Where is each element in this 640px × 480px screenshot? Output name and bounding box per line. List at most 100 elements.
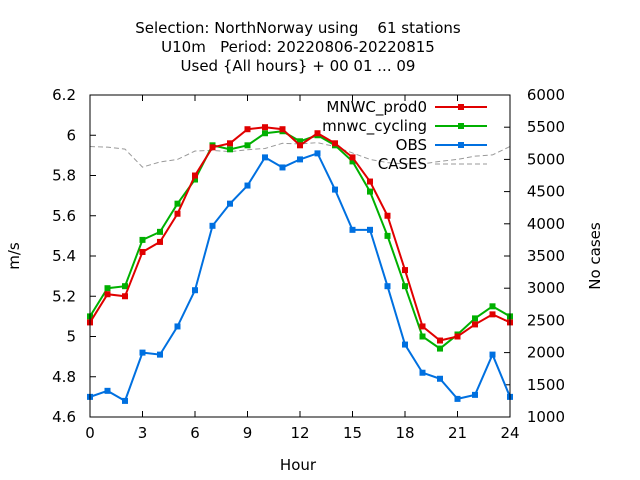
y-tick-label: 4.6: [52, 408, 76, 426]
data-point-mnwc-cycling: [367, 188, 373, 195]
data-point-obs: [402, 341, 408, 348]
data-point-mnwc-prod0: [349, 154, 356, 161]
y-tick-label: 6.2: [52, 86, 76, 104]
data-point-mnwc-prod0: [314, 130, 321, 137]
data-point-obs: [122, 397, 128, 404]
data-point-mnwc-prod0: [332, 140, 338, 147]
data-point-mnwc-prod0: [157, 238, 163, 245]
data-point-mnwc-prod0: [472, 321, 478, 328]
y-tick-label: 5.6: [52, 207, 76, 225]
y2-tick-label: 4500: [527, 183, 565, 201]
legend-marker-mnwc-prod0: [458, 104, 464, 110]
x-tick-label: 3: [138, 424, 148, 442]
y-tick-label: 5: [66, 328, 76, 346]
y2-tick-label: 1500: [527, 376, 565, 394]
data-point-obs: [174, 323, 181, 330]
data-point-mnwc-cycling: [244, 142, 251, 149]
chart-title-line-1: Selection: NorthNorway using 61 stations: [135, 19, 461, 37]
data-point-mnwc-prod0: [384, 212, 391, 219]
data-point-obs: [384, 283, 391, 290]
data-point-mnwc-cycling: [384, 232, 391, 239]
x-tick-label: 0: [85, 424, 95, 442]
plot-frame: [89, 94, 511, 418]
y2-tick-label: 5500: [527, 118, 565, 136]
data-point-mnwc-prod0: [227, 140, 233, 147]
y2-tick-label: 4000: [527, 215, 565, 233]
data-point-mnwc-prod0: [192, 172, 198, 179]
data-point-mnwc-cycling: [437, 345, 443, 352]
y2-axis-label: No cases: [586, 222, 604, 290]
y2-tick-label: 3500: [527, 247, 565, 265]
chart-title-line-3: Used {All hours} + 00 01 ... 09: [181, 57, 416, 75]
legend-label-obs: OBS: [396, 136, 427, 154]
series-line-cases: [89, 142, 511, 168]
data-point-mnwc-cycling: [419, 333, 426, 340]
y2-tick-label: 3000: [527, 279, 565, 297]
data-point-mnwc-cycling: [122, 283, 128, 290]
x-tick-label: 18: [395, 424, 414, 442]
data-point-obs: [314, 150, 321, 157]
chart-title-line-2: U10m Period: 20220806-20220815: [161, 38, 435, 56]
x-tick-label: 15: [343, 424, 362, 442]
data-point-obs: [157, 351, 163, 358]
data-point-mnwc-cycling: [349, 158, 356, 165]
y-tick-label: 5.2: [52, 287, 76, 305]
data-point-mnwc-prod0: [244, 126, 251, 133]
data-point-obs: [209, 222, 216, 229]
data-point-obs: [227, 200, 233, 207]
data-point-mnwc-prod0: [122, 293, 128, 300]
data-point-mnwc-cycling: [104, 285, 111, 292]
y2-tick-label: 2000: [527, 344, 565, 362]
x-tick-label: 21: [448, 424, 467, 442]
data-point-obs: [332, 186, 338, 193]
data-point-obs: [367, 226, 373, 233]
x-axis-label: Hour: [280, 456, 317, 474]
data-point-mnwc-prod0: [297, 142, 303, 149]
y-tick-label: 6: [66, 126, 76, 144]
data-point-mnwc-prod0: [489, 311, 496, 318]
legend-label-mnwc-cycling: mnwc_cycling: [322, 117, 427, 136]
data-point-mnwc-cycling: [489, 303, 496, 310]
data-point-mnwc-prod0: [454, 333, 461, 340]
x-tick-label: 12: [290, 424, 309, 442]
data-point-obs: [472, 391, 478, 398]
data-point-mnwc-cycling: [157, 228, 163, 235]
data-point-mnwc-prod0: [279, 126, 286, 133]
data-point-mnwc-prod0: [139, 248, 146, 255]
y2-tick-label: 5000: [527, 150, 565, 168]
legend-marker-obs: [458, 142, 464, 148]
data-point-mnwc-prod0: [367, 178, 373, 185]
series-cases: [89, 142, 511, 168]
x-tick-label: 6: [190, 424, 200, 442]
data-point-mnwc-prod0: [174, 210, 181, 217]
data-point-obs: [437, 375, 443, 382]
data-point-obs: [192, 287, 198, 294]
y2-tick-label: 1000: [527, 408, 565, 426]
y-axis-label: m/s: [5, 242, 23, 270]
x-tick-label: 24: [500, 424, 519, 442]
data-point-mnwc-cycling: [139, 236, 146, 243]
data-point-obs: [279, 164, 286, 171]
data-point-mnwc-prod0: [209, 144, 216, 151]
y-tick-label: 4.8: [52, 368, 76, 386]
y2-tick-label: 6000: [527, 86, 565, 104]
data-point-mnwc-prod0: [262, 124, 268, 131]
data-point-obs: [297, 156, 303, 163]
data-point-mnwc-cycling: [297, 138, 303, 145]
data-point-mnwc-cycling: [262, 130, 268, 137]
legend-label-cases: CASES: [378, 155, 427, 173]
data-point-obs: [262, 154, 268, 161]
y-tick-label: 5.4: [52, 247, 76, 265]
data-point-mnwc-cycling: [402, 283, 408, 290]
legend-label-mnwc-prod0: MNWC_prod0: [326, 98, 427, 117]
x-tick-label: 9: [243, 424, 253, 442]
y-tick-label: 5.8: [52, 167, 76, 185]
data-point-mnwc-prod0: [104, 291, 111, 298]
data-point-obs: [489, 351, 496, 358]
data-point-mnwc-cycling: [174, 200, 181, 207]
data-point-obs: [454, 395, 461, 402]
data-point-mnwc-cycling: [227, 146, 233, 153]
data-point-mnwc-prod0: [437, 337, 443, 344]
data-point-mnwc-prod0: [419, 323, 426, 330]
